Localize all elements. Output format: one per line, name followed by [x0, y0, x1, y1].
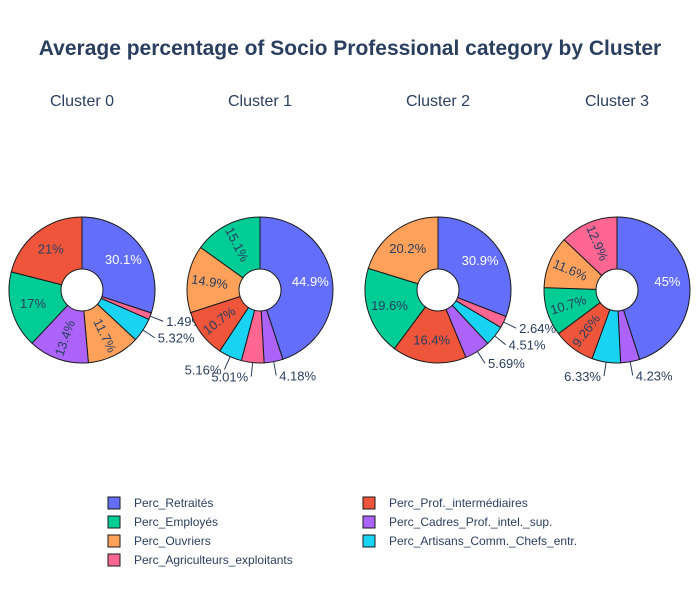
legend-swatch: [362, 515, 376, 529]
legend-label: Perc_Retraités: [134, 496, 213, 510]
slice-label: 30.9%: [462, 253, 499, 268]
slice-label: 5.32%: [158, 331, 195, 346]
slice-label: 5.16%: [185, 362, 222, 377]
pie-slice-perc-ouvriers[interactable]: [367, 216, 439, 285]
slice-label-leader: [494, 335, 506, 346]
slice-label: 19.6%: [371, 298, 408, 313]
slice-label: 21%: [38, 242, 64, 257]
chart-title: Average percentage of Socio Professional…: [39, 37, 661, 60]
pie-slice-perc-employ-s[interactable]: [364, 267, 427, 350]
pie-subtitle: Cluster 0: [50, 93, 114, 110]
legend-item-perc-cadres-prof-intel-sup[interactable]: Perc_Cadres_Prof._intel._sup.: [362, 515, 552, 529]
slice-label: 14.9%: [190, 271, 229, 292]
slice-label-leader: [477, 351, 486, 364]
legend-label: Perc_Cadres_Prof._intel._sup.: [389, 515, 552, 529]
slice-label-leader: [629, 361, 634, 376]
legend-label: Perc_Agriculteurs_exploitants: [134, 553, 293, 567]
legend-swatch: [107, 515, 121, 529]
legend-label: Perc_Employés: [134, 515, 218, 529]
slice-label: 45%: [654, 274, 680, 289]
slice-label-leader: [142, 329, 155, 339]
legend-swatch: [362, 496, 376, 510]
legend-swatch: [107, 534, 121, 548]
legend-item-perc-artisans-comm-chefs-entr[interactable]: Perc_Artisans_Comm._Chefs_entr.: [362, 534, 577, 548]
pie-slice-perc-prof-interm-diaires[interactable]: [393, 306, 467, 364]
pie-subtitle: Cluster 2: [406, 93, 470, 110]
legend-item-perc-employ-s[interactable]: Perc_Employés: [107, 515, 218, 529]
legend[interactable]: Perc_Retraités Perc_Employés Perc_Ouvriers…: [107, 496, 577, 567]
pie-cluster-1: Cluster 144.9%4.18%5.01%5.16%10.7%14.9%1…: [185, 93, 334, 385]
slice-label: 4.51%: [509, 338, 546, 353]
pies-layer: Cluster 030.1%1.49%5.32%11.7%13.4%17%21%…: [8, 93, 691, 385]
legend-item-perc-agriculteurs-exploitants[interactable]: Perc_Agriculteurs_exploitants: [107, 553, 293, 567]
slice-label-leader: [603, 362, 607, 377]
legend-label: Perc_Artisans_Comm._Chefs_entr.: [389, 534, 577, 548]
slice-label: 16.4%: [413, 333, 450, 348]
pie-slice-perc-retrait-s[interactable]: [259, 216, 334, 360]
slice-label: 4.18%: [279, 368, 316, 383]
slice-label-leader: [223, 356, 231, 370]
slice-label: 2.64%: [519, 321, 556, 336]
slice-label: 30.1%: [105, 252, 142, 267]
legend-item-perc-retrait-s[interactable]: Perc_Retraités: [107, 496, 213, 510]
pie-subtitle: Cluster 1: [228, 93, 292, 110]
slice-label: 5.01%: [211, 370, 248, 385]
legend-item-perc-ouvriers[interactable]: Perc_Ouvriers: [107, 534, 211, 548]
pie-slice-perc-prof-interm-diaires[interactable]: [10, 216, 83, 286]
pie-slice-perc-retrait-s[interactable]: [437, 216, 512, 318]
legend-label: Perc_Prof._intermédiaires: [389, 496, 528, 510]
slice-label: 5.69%: [488, 356, 525, 371]
legend-swatch: [107, 496, 121, 510]
pie-cluster-0: Cluster 030.1%1.49%5.32%11.7%13.4%17%21%: [8, 93, 204, 364]
slice-label: 20.2%: [389, 241, 426, 256]
slice-label-leader: [503, 321, 517, 329]
pie-slice-perc-employ-s[interactable]: [199, 216, 261, 279]
slice-label-leader: [149, 315, 164, 322]
pie-cluster-2: Cluster 2 30.9% 2.64% 4.51% 5.69% 16.4% 19.6% 2…: [364, 93, 556, 371]
slice-label: 6.33%: [564, 369, 601, 384]
pie-slice-perc-agriculteurs-exploitants[interactable]: [563, 216, 618, 277]
pie-cluster-3: Cluster 345%4.23%6.33%9.26%10.7%11.6%12.…: [543, 93, 691, 384]
legend-swatch: [107, 553, 121, 567]
legend-swatch: [362, 534, 376, 548]
slice-label: 4.23%: [636, 369, 673, 384]
slice-label-leader: [250, 362, 254, 377]
pie-subtitle: Cluster 3: [585, 93, 649, 110]
legend-label: Perc_Ouvriers: [134, 534, 211, 548]
slice-label: 44.9%: [292, 274, 329, 289]
slice-label: 17%: [20, 296, 46, 311]
legend-item-perc-prof-interm-diaires[interactable]: Perc_Prof._intermédiaires: [362, 496, 528, 510]
pie-slice-perc-retrait-s[interactable]: [81, 216, 156, 314]
slice-label-leader: [273, 361, 277, 376]
pie-slice-perc-retrait-s[interactable]: [616, 216, 691, 361]
pie-slice-perc-employ-s[interactable]: [8, 271, 69, 344]
